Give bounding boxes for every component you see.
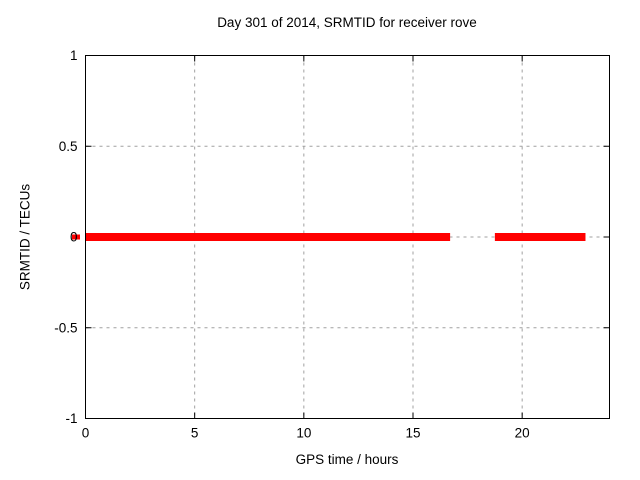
x-tick-label: 10 (296, 426, 311, 441)
x-axis-label: GPS time / hours (295, 452, 399, 467)
x-tick-label: 20 (515, 426, 530, 441)
x-tick-label: 0 (82, 426, 90, 441)
chart-title: Day 301 of 2014, SRMTID for receiver rov… (217, 15, 477, 30)
y-axis-label: SRMTID / TECUs (17, 183, 33, 291)
y-tick-label: 0.5 (59, 139, 78, 154)
y-tick-label: -0.5 (54, 320, 77, 335)
y-tick-label: 1 (70, 48, 78, 63)
y-tick-label: -1 (65, 411, 77, 426)
x-tick-label: 15 (405, 426, 420, 441)
x-tick-label: 5 (191, 426, 199, 441)
y-tick-label: 0 (70, 230, 78, 245)
plot-border (85, 55, 610, 419)
